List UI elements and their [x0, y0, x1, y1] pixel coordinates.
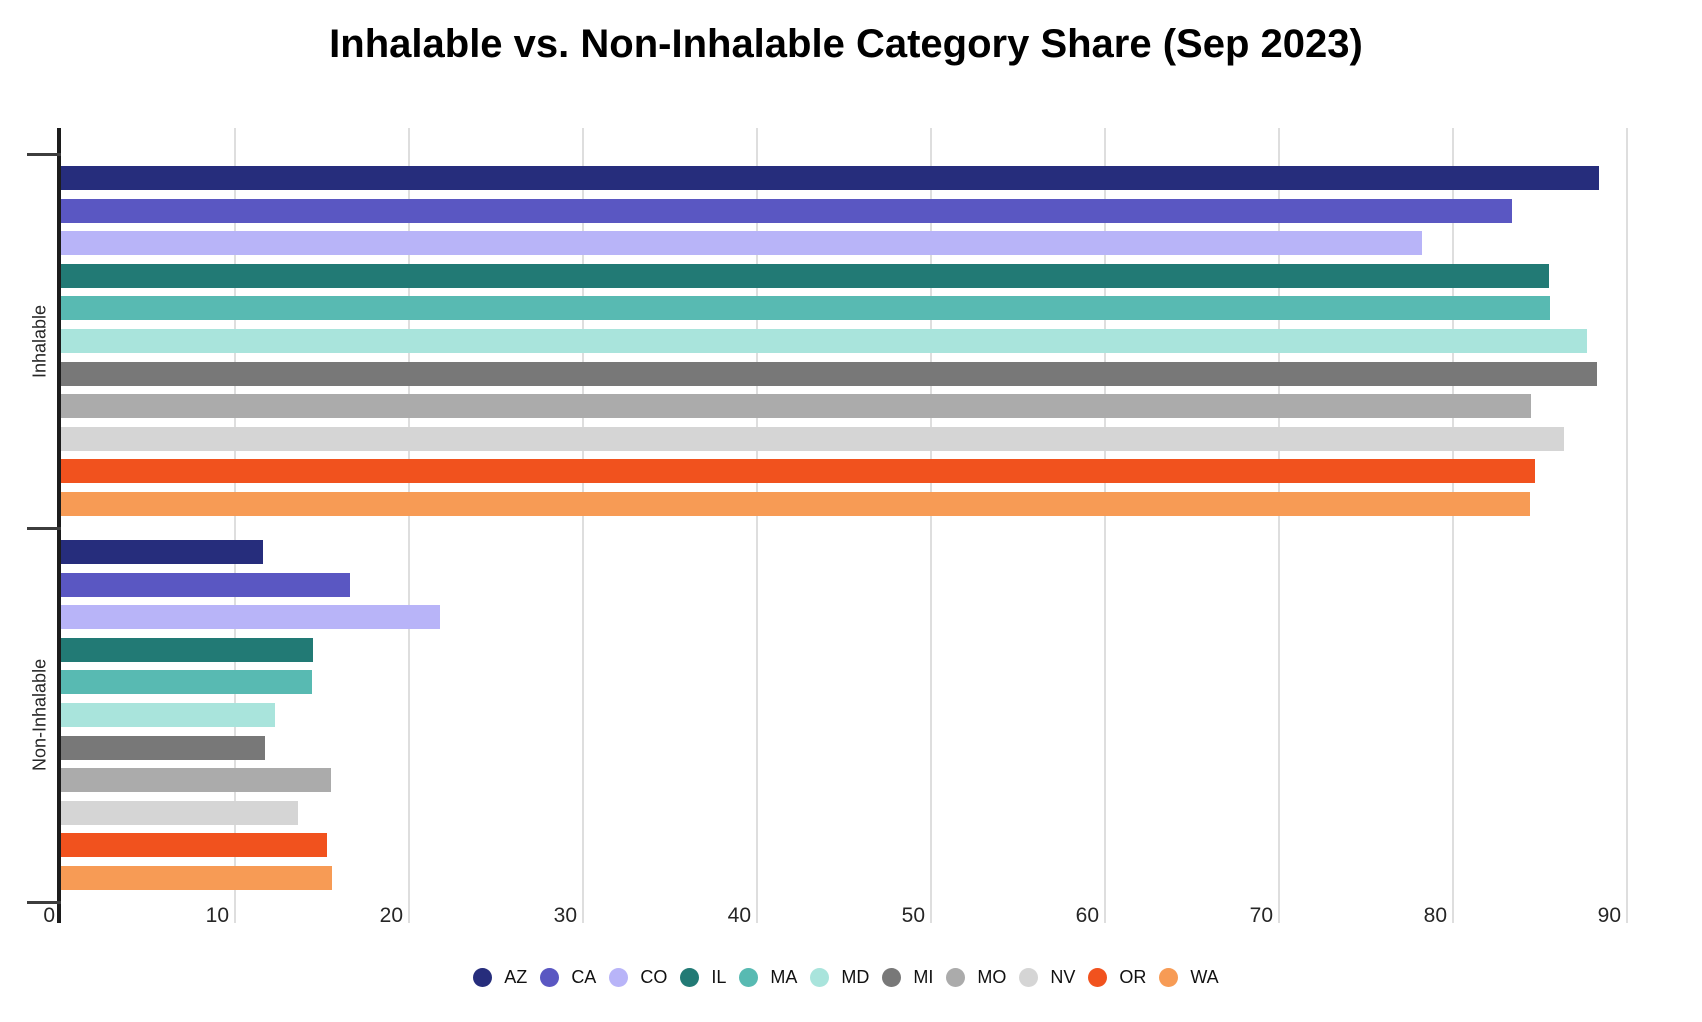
legend-item-az: AZ	[473, 967, 527, 988]
legend-item-mo: MO	[946, 967, 1006, 988]
legend-item-or: OR	[1088, 967, 1146, 988]
x-tick-label-90: 90	[1597, 904, 1621, 927]
legend-label-md: MD	[841, 966, 870, 987]
legend-item-co: CO	[609, 967, 667, 988]
legend-marker-ma	[739, 967, 759, 987]
bar-group-inhalable	[61, 154, 1627, 528]
group-label-non-inhalable: Non-Inhalable	[29, 658, 50, 772]
legend-item-md: MD	[810, 967, 869, 988]
legend-item-nv: NV	[1019, 967, 1075, 988]
group-boundary-tick-top	[27, 152, 61, 156]
legend-marker-or	[1088, 967, 1108, 987]
bar-non-inhalable-co	[61, 605, 441, 630]
legend-label-co: CO	[640, 966, 668, 987]
bar-inhalable-wa	[61, 491, 1530, 516]
legend-marker-ca	[540, 967, 560, 987]
legend-item-il: IL	[680, 967, 726, 988]
bar-inhalable-il	[61, 263, 1549, 288]
bar-inhalable-mo	[61, 394, 1532, 419]
bar-non-inhalable-wa	[61, 865, 333, 890]
gridline-50	[930, 128, 932, 923]
bar-inhalable-ma	[61, 296, 1551, 321]
legend-label-il: IL	[711, 966, 727, 987]
bar-inhalable-nv	[61, 426, 1565, 451]
legend-label-nv: NV	[1050, 966, 1076, 987]
legend-label-wa: WA	[1190, 966, 1219, 987]
gridline-70	[1278, 128, 1280, 923]
bar-non-inhalable-nv	[61, 800, 298, 825]
x-tick-label-50: 50	[901, 904, 925, 927]
legend-label-ca: CA	[571, 966, 597, 987]
legend-marker-az	[473, 967, 493, 987]
x-tick-label-80: 80	[1423, 904, 1447, 927]
bar-non-inhalable-or	[61, 833, 328, 858]
x-tick-label-20: 20	[379, 904, 403, 927]
group-boundary-tick-middle	[27, 526, 61, 530]
legend-item-wa: WA	[1159, 966, 1219, 988]
bar-inhalable-az	[61, 166, 1600, 190]
bar-non-inhalable-il	[61, 637, 314, 662]
legend-item-ca: CA	[540, 967, 596, 988]
group-label-inhalable: Inhalable	[29, 304, 50, 378]
legend-marker-wa	[1159, 967, 1179, 987]
gridline-10	[234, 128, 236, 923]
legend-marker-mo	[946, 967, 966, 987]
bar-inhalable-md	[61, 328, 1587, 353]
legend-label-az: AZ	[504, 966, 528, 987]
x-tick-label-70: 70	[1249, 904, 1273, 927]
y-axis-line	[57, 128, 61, 923]
legend-marker-co	[609, 967, 629, 987]
bar-inhalable-or	[61, 459, 1535, 484]
gridline-40	[756, 128, 758, 923]
x-tick-label-10: 10	[205, 904, 229, 927]
bar-inhalable-ca	[61, 198, 1513, 223]
legend-item-ma: MA	[739, 967, 797, 988]
bar-inhalable-co	[61, 231, 1422, 256]
x-tick-label-60: 60	[1075, 904, 1099, 927]
legend-marker-md	[810, 967, 830, 987]
legend: AZ CA CO IL MA MD MI MO NV OR WA	[0, 958, 1692, 996]
bar-non-inhalable-md	[61, 702, 276, 727]
bar-non-inhalable-mo	[61, 768, 331, 793]
bar-non-inhalable-ma	[61, 670, 312, 695]
x-tick-label-40: 40	[727, 904, 751, 927]
bar-non-inhalable-ca	[61, 572, 350, 597]
gridline-80	[1452, 128, 1454, 923]
legend-marker-mi	[882, 967, 902, 987]
bar-non-inhalable-az	[61, 540, 263, 564]
legend-label-ma: MA	[770, 966, 798, 987]
chart-title: Inhalable vs. Non-Inhalable Category Sha…	[329, 22, 1363, 66]
plot-area	[61, 128, 1628, 923]
x-tick-label-0: 0	[43, 904, 55, 927]
bar-group-non-inhalable	[61, 528, 1627, 902]
legend-marker-nv	[1019, 967, 1039, 987]
group-boundary-tick-bottom	[27, 900, 61, 904]
x-tick-label-30: 30	[553, 904, 577, 927]
gridline-30	[582, 128, 584, 923]
legend-label-mo: MO	[977, 966, 1007, 987]
bar-inhalable-mi	[61, 361, 1598, 386]
legend-item-mi: MI	[882, 967, 933, 988]
gridline-60	[1104, 128, 1106, 923]
legend-label-or: OR	[1119, 966, 1147, 987]
legend-label-mi: MI	[913, 966, 934, 987]
gridline-90	[1626, 128, 1628, 923]
gridline-20	[408, 128, 410, 923]
legend-marker-il	[680, 967, 700, 987]
bar-non-inhalable-mi	[61, 735, 265, 760]
